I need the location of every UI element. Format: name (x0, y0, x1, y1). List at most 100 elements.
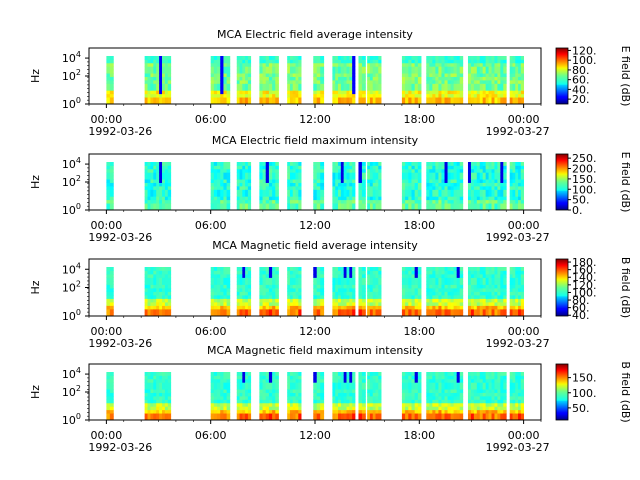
spectrogram-cell (298, 309, 302, 313)
spectrogram-cell (226, 69, 231, 74)
spectrogram-cell (432, 396, 436, 400)
y-tick-label: 104 (62, 261, 81, 276)
colorbar-label: B field (dB) (619, 257, 632, 318)
spectrogram-cell (332, 62, 336, 67)
spectrogram-cell (401, 59, 406, 64)
spectrogram-cell (156, 406, 160, 411)
spectrogram-cell (503, 295, 507, 299)
spectrogram-cell (272, 76, 276, 81)
spectrogram-cell (411, 97, 416, 101)
spectrogram-cell (346, 399, 350, 404)
spectrogram-cell (340, 56, 345, 60)
spectrogram-cell (320, 199, 325, 204)
spectrogram-cell (210, 389, 215, 393)
spectrogram-cell (438, 90, 442, 95)
spectrogram-cell (432, 97, 436, 101)
spectrogram-cell (150, 402, 154, 407)
spectrogram-cell (488, 189, 492, 194)
spectrogram-cell (262, 76, 267, 81)
spectrogram-cell (432, 59, 436, 64)
spectrogram-cell (346, 267, 350, 271)
spectrogram-cell (500, 172, 504, 177)
spectrogram-cell (408, 69, 412, 74)
spectrogram-cell (450, 172, 455, 177)
spectrogram-cell (459, 277, 464, 282)
spectrogram-cell (295, 189, 299, 194)
spectrogram-cell (265, 76, 270, 81)
spectrogram-cell (156, 302, 160, 306)
spectrogram-cell (473, 189, 478, 194)
spectrogram-cell (401, 277, 406, 282)
spectrogram-cell (167, 372, 172, 376)
spectrogram-cell (292, 416, 296, 421)
spectrogram-cell (150, 284, 154, 289)
spectrogram-cell (494, 203, 498, 207)
spectrogram-cell (295, 162, 299, 166)
spectrogram-cell (494, 312, 498, 317)
spectrogram-cell (239, 90, 243, 95)
spectrogram-cell (473, 192, 478, 197)
spectrogram-cell (106, 83, 111, 88)
spectrogram-cell (262, 309, 267, 313)
spectrogram-cell (338, 389, 342, 393)
spectrogram-cell (450, 392, 455, 397)
spectrogram-cell (268, 413, 273, 417)
spectrogram-cell (503, 186, 507, 190)
spectrogram-cell (210, 309, 215, 313)
spectrogram-cell (162, 396, 166, 400)
spectrogram-cell (159, 165, 163, 170)
spectrogram-cell (162, 76, 166, 81)
spectrogram-cell (479, 402, 484, 407)
spectrogram-cell (432, 203, 436, 207)
spectrogram-cell (369, 413, 374, 417)
spectrogram-cell (242, 186, 246, 190)
spectrogram-cell (485, 270, 489, 275)
spectrogram-cell (509, 59, 513, 64)
spectrogram-cell (488, 172, 492, 177)
spectrogram-cell (485, 83, 489, 88)
spectrogram-cell (485, 288, 489, 292)
spectrogram-cell (488, 186, 492, 190)
spectrogram-cell (275, 277, 279, 282)
spectrogram-cell (414, 396, 419, 400)
spectrogram-cell (313, 168, 318, 173)
spectrogram-cell (332, 396, 336, 400)
spectrogram-cell (226, 73, 231, 77)
spectrogram-cell (340, 73, 345, 77)
spectrogram-cell (459, 406, 464, 411)
spectrogram-cell (343, 162, 347, 166)
spectrogram-cell (226, 284, 231, 289)
spectrogram-cell (289, 189, 294, 194)
spectrogram-cell (444, 305, 448, 310)
spectrogram-cell (223, 312, 228, 317)
spectrogram-cell (268, 196, 273, 201)
spectrogram-cell (335, 179, 339, 183)
spectrogram-cell (275, 295, 279, 299)
spectrogram-cell (292, 206, 296, 211)
spectrogram-cell (226, 203, 231, 207)
spectrogram-cell (262, 298, 267, 303)
spectrogram-cell (453, 203, 458, 207)
spectrogram-cell (340, 406, 345, 411)
spectrogram-cell (435, 80, 439, 84)
spectrogram-cell (275, 165, 279, 170)
spectrogram-cell (426, 93, 430, 98)
spectrogram-cell (494, 305, 498, 310)
spectrogram-cell (476, 165, 481, 170)
spectrogram-cell (217, 196, 221, 201)
spectrogram-cell (485, 86, 489, 91)
spectrogram-cell (259, 399, 263, 404)
spectrogram-cell (159, 168, 163, 173)
spectrogram-cell (239, 288, 243, 292)
spectrogram-cell (162, 298, 166, 303)
spectrogram-cell (295, 97, 299, 101)
spectrogram-cell (488, 80, 492, 84)
spectrogram-cell (106, 291, 111, 296)
spectrogram-cell (497, 69, 501, 74)
spectrogram-cell (332, 100, 336, 105)
spectrogram-cell (156, 69, 160, 74)
spectrogram-cell (210, 385, 215, 390)
spectrogram-cell (153, 409, 157, 414)
spectrogram-cell (417, 59, 422, 64)
spectrogram-cell (349, 179, 353, 183)
